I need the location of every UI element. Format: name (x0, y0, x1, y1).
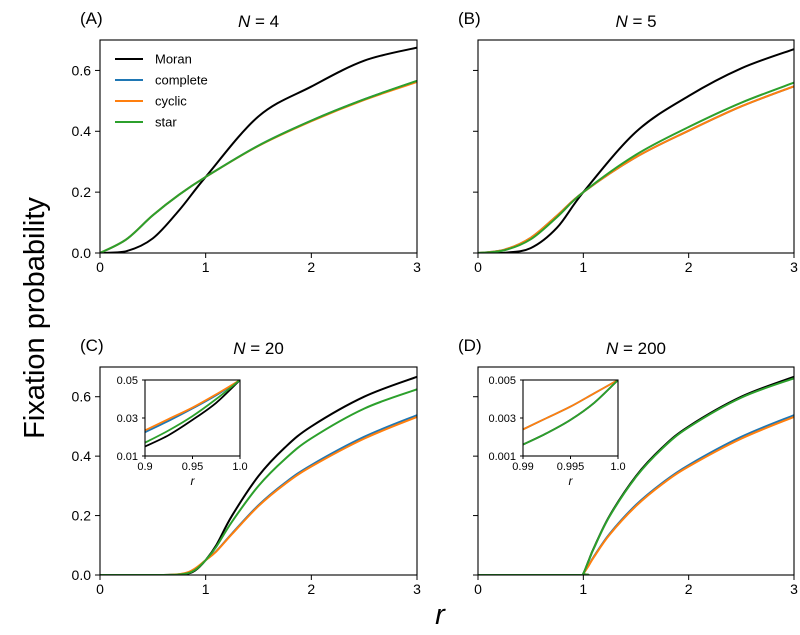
panel-3-inset-frame (522, 379, 619, 457)
panel-title: N = 4 (238, 12, 279, 31)
panel-2-frame (99, 366, 418, 576)
panel-3-inset-x-tick-label: 0.99 (512, 461, 533, 473)
panel-2-inset-series-cyclic (145, 380, 240, 432)
panel-2-inset-series-star (145, 380, 240, 444)
panel-2-y-tick-label: 0.0 (72, 567, 92, 583)
panel-0-series-complete (100, 80, 417, 253)
inset-x-label: r (191, 474, 196, 488)
panel-1-series-complete (478, 85, 794, 253)
panel-1-series-cyclic (478, 85, 794, 253)
panel-3-inset: 0.99 0.995 1.0 0.001 0.003 0.005 r (488, 375, 625, 488)
panel-letter-label: (B) (458, 9, 481, 28)
panel-1-series-star (478, 81, 794, 253)
panel-0-series-moran (100, 46, 417, 253)
panel-2-x-tick-label: 0 (96, 581, 104, 597)
panel-0: (A) N = 4 0 1 2 3 0.0 0.2 0.4 0.6 Moran complete cyc… (72, 9, 422, 275)
panel-2-series-star (100, 388, 417, 575)
panel-3-inset-x-tick-label: 0.995 (557, 461, 585, 473)
panel-1-x-tick-label: 3 (790, 259, 798, 275)
panel-3-inset-series-group (523, 380, 618, 446)
legend-label-star: star (155, 115, 177, 130)
inset-x-label: r (569, 474, 574, 488)
panel-2-y-tick-label: 0.4 (72, 448, 92, 464)
legend-label-cyclic: cyclic (155, 94, 187, 109)
legend-label-complete: complete (155, 73, 208, 88)
panel-3-inset-y-tick-label: 0.003 (488, 413, 516, 425)
legend: Moran complete cyclic star (115, 52, 208, 130)
panel-1-x-tick-label: 2 (685, 259, 693, 275)
panel-2-series-group (100, 375, 417, 575)
panel-title-variable: N (615, 12, 628, 31)
panel-3: (D) N = 200 0 1 2 3 0.99 0.995 1.0 0.001 0.003 0.00… (458, 336, 798, 597)
panel-0-series-star (100, 79, 417, 253)
panel-0-x-tick-label: 3 (413, 259, 421, 275)
panel-2-inset-frame (144, 379, 241, 457)
panel-2-inset-y-tick-label: 0.01 (117, 451, 138, 463)
panel-1-frame (477, 39, 795, 254)
panel-letter-label: (A) (80, 9, 103, 28)
panel-0-frame (99, 39, 418, 254)
panel-title-value: = 200 (618, 339, 666, 358)
x-axis-label: r (435, 599, 446, 631)
panel-3-inset-series-cyclic (523, 380, 618, 431)
panel-0-y-tick-label: 0.0 (72, 245, 92, 261)
panel-3-inset-y-tick-label: 0.001 (488, 451, 516, 463)
panel-2-inset-x-tick-label: 1.0 (232, 461, 247, 473)
panel-2-x-tick-label: 1 (202, 581, 210, 597)
panel-2-inset-y-tick-label: 0.05 (117, 375, 138, 387)
panel-2-inset: 0.9 0.95 1.0 0.01 0.03 0.05 r (117, 375, 248, 488)
panel-title: N = 5 (615, 12, 656, 31)
panels: (A) N = 4 0 1 2 3 0.0 0.2 0.4 0.6 Moran complete cyc… (72, 9, 799, 597)
panel-3-inset-y-tick-label: 0.005 (488, 375, 516, 387)
panel-title-variable: N (238, 12, 251, 31)
panel-title-value: = 5 (628, 12, 657, 31)
panel-3-inset-series-star (523, 380, 618, 446)
panel-3-x-tick-label: 3 (790, 581, 798, 597)
panel-letter-label: (D) (458, 336, 482, 355)
legend-label-moran: Moran (155, 52, 192, 67)
y-axis-label: Fixation probability (19, 197, 51, 439)
panel-letter-label: (C) (80, 336, 104, 355)
panel-title-value: = 20 (245, 339, 283, 358)
panel-2-inset-series-moran (145, 380, 240, 448)
panel-1-series-moran (478, 48, 794, 253)
panel-2-x-tick-label: 2 (307, 581, 315, 597)
panel-2-x-tick-label: 3 (413, 581, 421, 597)
panel-title-variable: N (606, 339, 619, 358)
panel-0-y-tick-label: 0.2 (72, 184, 92, 200)
panel-2-inset-y-tick-label: 0.03 (117, 413, 138, 425)
panel-3-x-tick-label: 1 (579, 581, 587, 597)
panel-2-inset-x-tick-label: 0.95 (182, 461, 203, 473)
panel-title-variable: N (233, 339, 246, 358)
panel-1-x-tick-label: 0 (474, 259, 482, 275)
panel-3-inset-x-tick-label: 1.0 (610, 461, 625, 473)
panel-2: (C) N = 200 1 2 30.00.20.40.60.9 0.95 1.00.010… (72, 336, 422, 597)
panel-1: (B) N = 5 0 1 2 3 (458, 9, 798, 275)
panel-2-y-tick-label: 0.6 (72, 389, 92, 405)
panel-0-x-tick-label: 2 (307, 259, 315, 275)
panel-3-frame (477, 366, 795, 576)
panel-2-inset-x-tick-label: 0.9 (137, 461, 152, 473)
panel-2-y-tick-label: 0.2 (72, 507, 92, 523)
panel-0-series-group (100, 46, 417, 253)
panel-0-x-tick-label: 1 (202, 259, 210, 275)
panel-0-series-cyclic (100, 80, 417, 253)
panel-title-value: = 4 (250, 12, 279, 31)
inset-bg (523, 380, 618, 456)
panel-0-x-tick-label: 0 (96, 259, 104, 275)
panel-title: N = 20 (233, 339, 284, 358)
panel-3-x-tick-label: 0 (474, 581, 482, 597)
panel-0-y-tick-label: 0.6 (72, 62, 92, 78)
panel-1-series-group (478, 48, 794, 253)
panel-3-x-tick-label: 2 (685, 581, 693, 597)
panel-0-y-tick-label: 0.4 (72, 123, 92, 139)
panel-2-inset-series-group (145, 380, 240, 448)
panel-title: N = 200 (606, 339, 666, 358)
panel-1-x-tick-label: 1 (579, 259, 587, 275)
